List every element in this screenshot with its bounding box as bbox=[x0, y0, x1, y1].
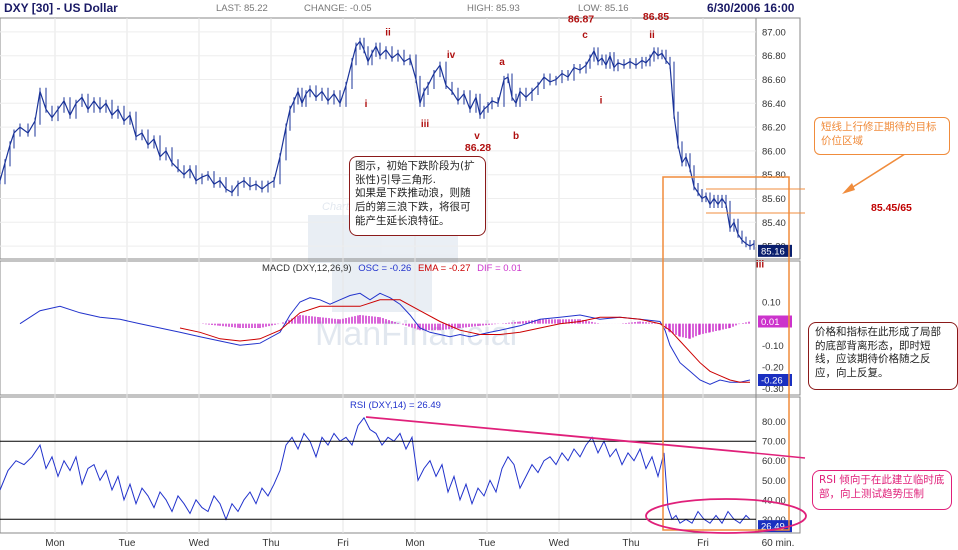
wave-count-label: v bbox=[474, 131, 480, 142]
price-line bbox=[0, 40, 755, 247]
price-last-tag-bg bbox=[758, 244, 792, 257]
wave-count-label: ii bbox=[649, 30, 655, 41]
header-low: LOW: 85.16 bbox=[578, 3, 629, 14]
wave-count-label: i bbox=[365, 99, 368, 110]
wave-count-label: i bbox=[600, 95, 603, 106]
macd-panel bbox=[0, 260, 801, 396]
rsi-tick-label: 60.00 bbox=[762, 456, 786, 467]
price-tick-label: 87.00 bbox=[762, 27, 786, 38]
note-triangle-line2: 如果是下跌推动浪，则随后的第三浪下跌，将很可能产生延长浪特征。 bbox=[355, 187, 471, 227]
price-axis: 85.2085.4085.6085.8086.0086.2086.4086.60… bbox=[762, 27, 786, 252]
note-target-text: 短线上行修正期待的目标价位区域 bbox=[821, 121, 937, 147]
price-last-tag: 85.16 bbox=[761, 246, 785, 257]
price-tick-label: 85.60 bbox=[762, 194, 786, 205]
x-tick-label: Tue bbox=[119, 538, 136, 549]
x-tick-label: Mon bbox=[405, 538, 424, 549]
price-tick-label: 86.40 bbox=[762, 99, 786, 110]
macd-title: MACD (DXY,12,26,9) OSC = -0.26 EMA = -0.… bbox=[262, 263, 522, 274]
svg-text:Chart: Chart bbox=[322, 201, 350, 213]
x-tick-label: 60 min. bbox=[762, 538, 795, 549]
target-zone-label: 85.45/65 bbox=[871, 202, 912, 214]
note-triangle-box: 图示，初始下跌阶段为(扩张性)引导三角形. 如果是下跌推动浪，则随后的第三浪下跌… bbox=[349, 156, 486, 236]
macd-tick-label: 0.10 bbox=[762, 298, 781, 309]
note-rsi-text: RSI 倾向于在此建立临时底部，向上测试趋势压制 bbox=[819, 474, 945, 500]
macd-ema-line bbox=[179, 299, 750, 383]
rsi-highlight-ellipse bbox=[645, 498, 807, 534]
x-tick-label: Tue bbox=[479, 538, 496, 549]
wave-count-label: c bbox=[582, 30, 588, 41]
header-last: LAST: 85.22 bbox=[216, 3, 268, 14]
header-change: CHANGE: -0.05 bbox=[304, 3, 372, 14]
rsi-line bbox=[0, 416, 751, 525]
wave-price-label: 86.85 bbox=[643, 11, 669, 23]
wave-count-label: ii bbox=[385, 28, 391, 39]
macd-tick-label: -0.30 bbox=[762, 384, 784, 395]
rsi-panel bbox=[0, 396, 801, 534]
price-tick-label: 85.40 bbox=[762, 218, 786, 229]
wave-price-label: 86.87 bbox=[568, 13, 594, 25]
rsi-last-tag: 26.49 bbox=[761, 522, 785, 533]
rsi-tick-label: 40.00 bbox=[762, 495, 786, 506]
rsi-trendline-extension bbox=[753, 452, 806, 459]
highlight-region-box bbox=[662, 176, 790, 531]
x-tick-label: Wed bbox=[189, 538, 209, 549]
target-arrow-head bbox=[842, 183, 855, 194]
x-tick-label: Thu bbox=[262, 538, 279, 549]
price-tick-label: 86.80 bbox=[762, 51, 786, 62]
rsi-tick-label: 70.00 bbox=[762, 437, 786, 448]
rsi-tick-label: 50.00 bbox=[762, 476, 786, 487]
x-tick-label: Fri bbox=[697, 538, 709, 549]
dif-last-tag: 0.01 bbox=[761, 317, 780, 328]
x-tick-label: Thu bbox=[622, 538, 639, 549]
price-tick-label: 86.60 bbox=[762, 75, 786, 86]
x-tick-label: Wed bbox=[549, 538, 569, 549]
macd-tick-label: -0.10 bbox=[762, 341, 784, 352]
wave-count-label: iii bbox=[756, 260, 765, 271]
price-series bbox=[0, 37, 755, 250]
macd-axis: 0.10 -0.10 -0.20 -0.30 bbox=[762, 298, 784, 396]
dif-last-tag-bg bbox=[758, 315, 792, 328]
header-high: HIGH: 85.93 bbox=[467, 3, 520, 14]
macd-tick-label: -0.20 bbox=[762, 363, 784, 374]
note-divergence-text: 价格和指标在此形成了局部的底部背离形态，即时短线，应该期待价格随之反应，向上反复… bbox=[815, 326, 941, 379]
note-divergence-box: 价格和指标在此形成了局部的底部背离形态，即时短线，应该期待价格随之反应，向上反复… bbox=[808, 322, 958, 390]
rsi-title: RSI (DXY,14) = 26.49 bbox=[350, 400, 441, 411]
price-panel bbox=[0, 17, 801, 260]
price-tick-label: 86.20 bbox=[762, 123, 786, 134]
target-arrow bbox=[844, 151, 909, 193]
value-tags: 85.16 0.01 -0.26 26.49 bbox=[758, 244, 792, 533]
wave-count-label: iv bbox=[447, 50, 456, 61]
wave-count-label: b bbox=[513, 131, 519, 142]
macd-osc-line bbox=[19, 292, 751, 385]
price-tick-label: 85.80 bbox=[762, 170, 786, 181]
rsi-trendline bbox=[365, 416, 755, 454]
x-axis: Mon Tue Wed Thu Fri Mon Tue Wed Thu Fri 60 min. bbox=[45, 538, 794, 549]
note-rsi-box: RSI 倾向于在此建立临时底部，向上测试趋势压制 bbox=[812, 470, 952, 510]
note-target-box: 短线上行修正期待的目标价位区域 bbox=[814, 117, 950, 155]
wave-count-label: a bbox=[499, 57, 505, 68]
header-title: DXY [30] - US Dollar bbox=[4, 1, 118, 15]
wave-price-label: 86.28 bbox=[465, 142, 491, 154]
x-tick-label: Fri bbox=[337, 538, 349, 549]
price-tick-label: 86.00 bbox=[762, 146, 786, 157]
note-triangle-line1: 图示，初始下跌阶段为(扩张性)引导三角形. bbox=[355, 160, 475, 186]
wave-count-label: iii bbox=[421, 119, 430, 130]
header-date: 6/30/2006 16:00 bbox=[707, 1, 795, 15]
osc-last-tag-bg bbox=[758, 374, 792, 386]
osc-last-tag: -0.26 bbox=[761, 376, 783, 387]
header-bar bbox=[0, 0, 800, 14]
rsi-tick-label: 80.00 bbox=[762, 417, 786, 428]
rsi-last-tag-bg bbox=[758, 520, 792, 533]
rsi-reference-lines bbox=[0, 440, 756, 520]
x-tick-label: Mon bbox=[45, 538, 64, 549]
